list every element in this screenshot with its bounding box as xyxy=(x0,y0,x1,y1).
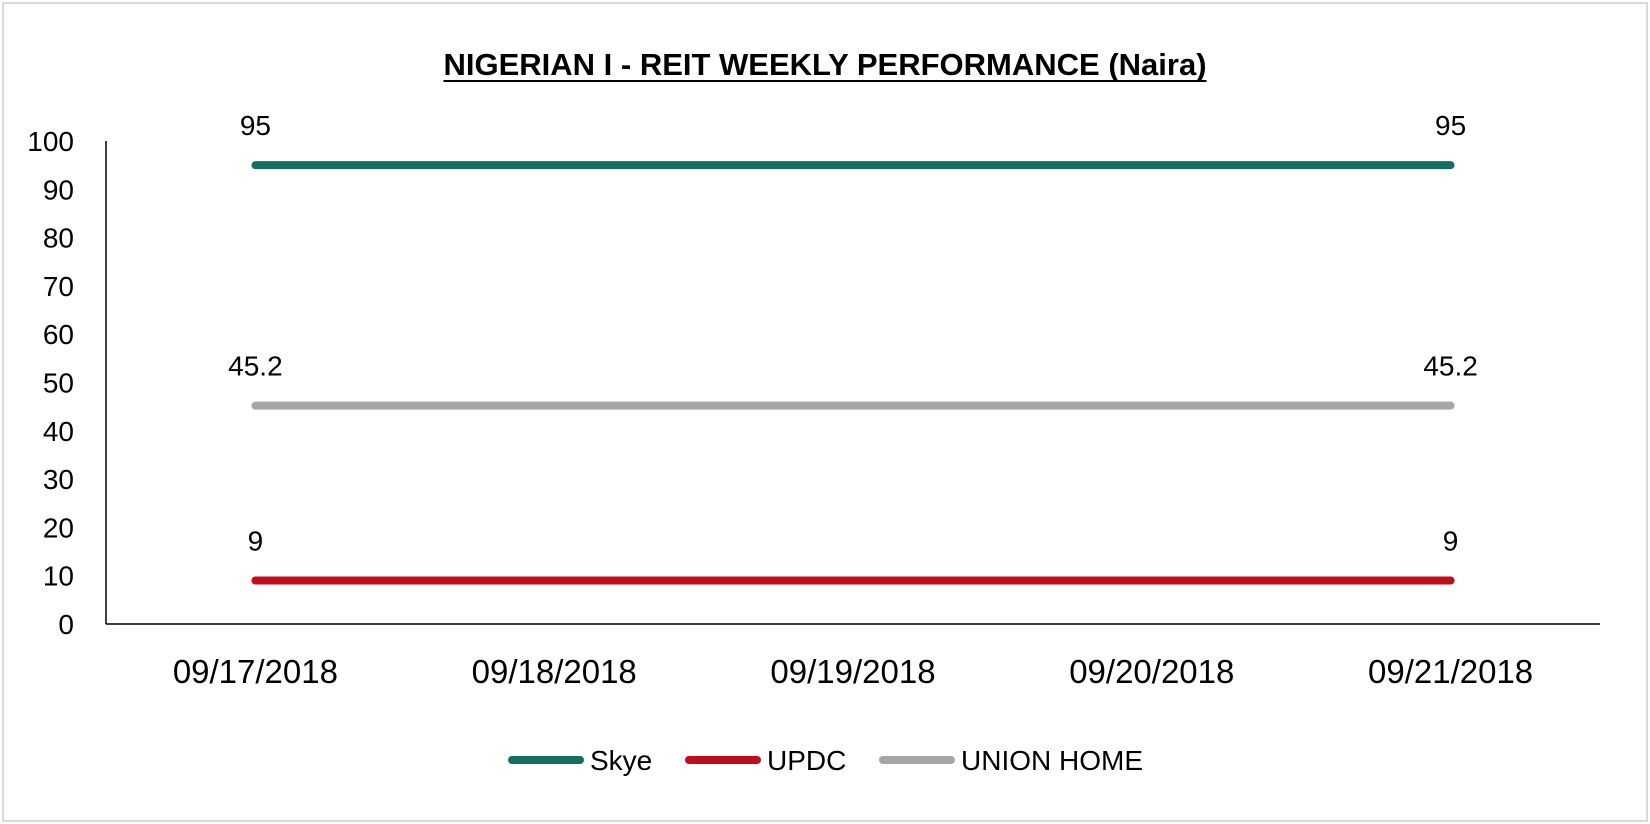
x-tick-label: 09/18/2018 xyxy=(472,653,637,690)
series-lines xyxy=(251,161,1455,585)
y-axis-ticks: 0 10 20 30 40 50 60 70 80 90 100 xyxy=(27,126,74,640)
legend: Skye UPDC UNION HOME xyxy=(508,745,1143,776)
y-tick-label: 60 xyxy=(43,319,74,350)
y-tick-label: 70 xyxy=(43,271,74,302)
chart-title: NIGERIAN I - REIT WEEKLY PERFORMANCE (Na… xyxy=(443,47,1206,82)
legend-item: UNION HOME xyxy=(879,745,1143,776)
y-tick-label: 50 xyxy=(43,368,74,399)
x-tick-label: 09/20/2018 xyxy=(1069,653,1234,690)
data-label: 95 xyxy=(1435,110,1466,141)
legend-item: Skye xyxy=(508,745,652,776)
x-axis-ticks: 09/17/2018 09/18/2018 09/19/2018 09/20/2018… xyxy=(173,653,1533,690)
legend-item: UPDC xyxy=(685,745,846,776)
data-label: 9 xyxy=(248,526,264,557)
x-tick-label: 09/17/2018 xyxy=(173,653,338,690)
data-label: 45.2 xyxy=(1423,351,1478,382)
x-tick-label: 09/19/2018 xyxy=(770,653,935,690)
y-tick-label: 30 xyxy=(43,464,74,495)
data-label: 45.2 xyxy=(228,351,283,382)
legend-label: UNION HOME xyxy=(961,745,1143,776)
data-labels: 95 95 9 9 45.2 45.2 xyxy=(228,110,1478,556)
y-tick-label: 100 xyxy=(27,126,74,157)
data-label: 95 xyxy=(240,110,271,141)
axes xyxy=(105,141,1600,625)
y-tick-label: 40 xyxy=(43,416,74,447)
y-tick-label: 0 xyxy=(58,609,74,640)
y-tick-label: 80 xyxy=(43,223,74,254)
y-tick-label: 20 xyxy=(43,512,74,543)
y-tick-label: 10 xyxy=(43,561,74,592)
legend-label: UPDC xyxy=(767,745,846,776)
x-tick-label: 09/21/2018 xyxy=(1368,653,1533,690)
legend-label: Skye xyxy=(590,745,652,776)
y-tick-label: 90 xyxy=(43,174,74,205)
data-label: 9 xyxy=(1443,526,1459,557)
